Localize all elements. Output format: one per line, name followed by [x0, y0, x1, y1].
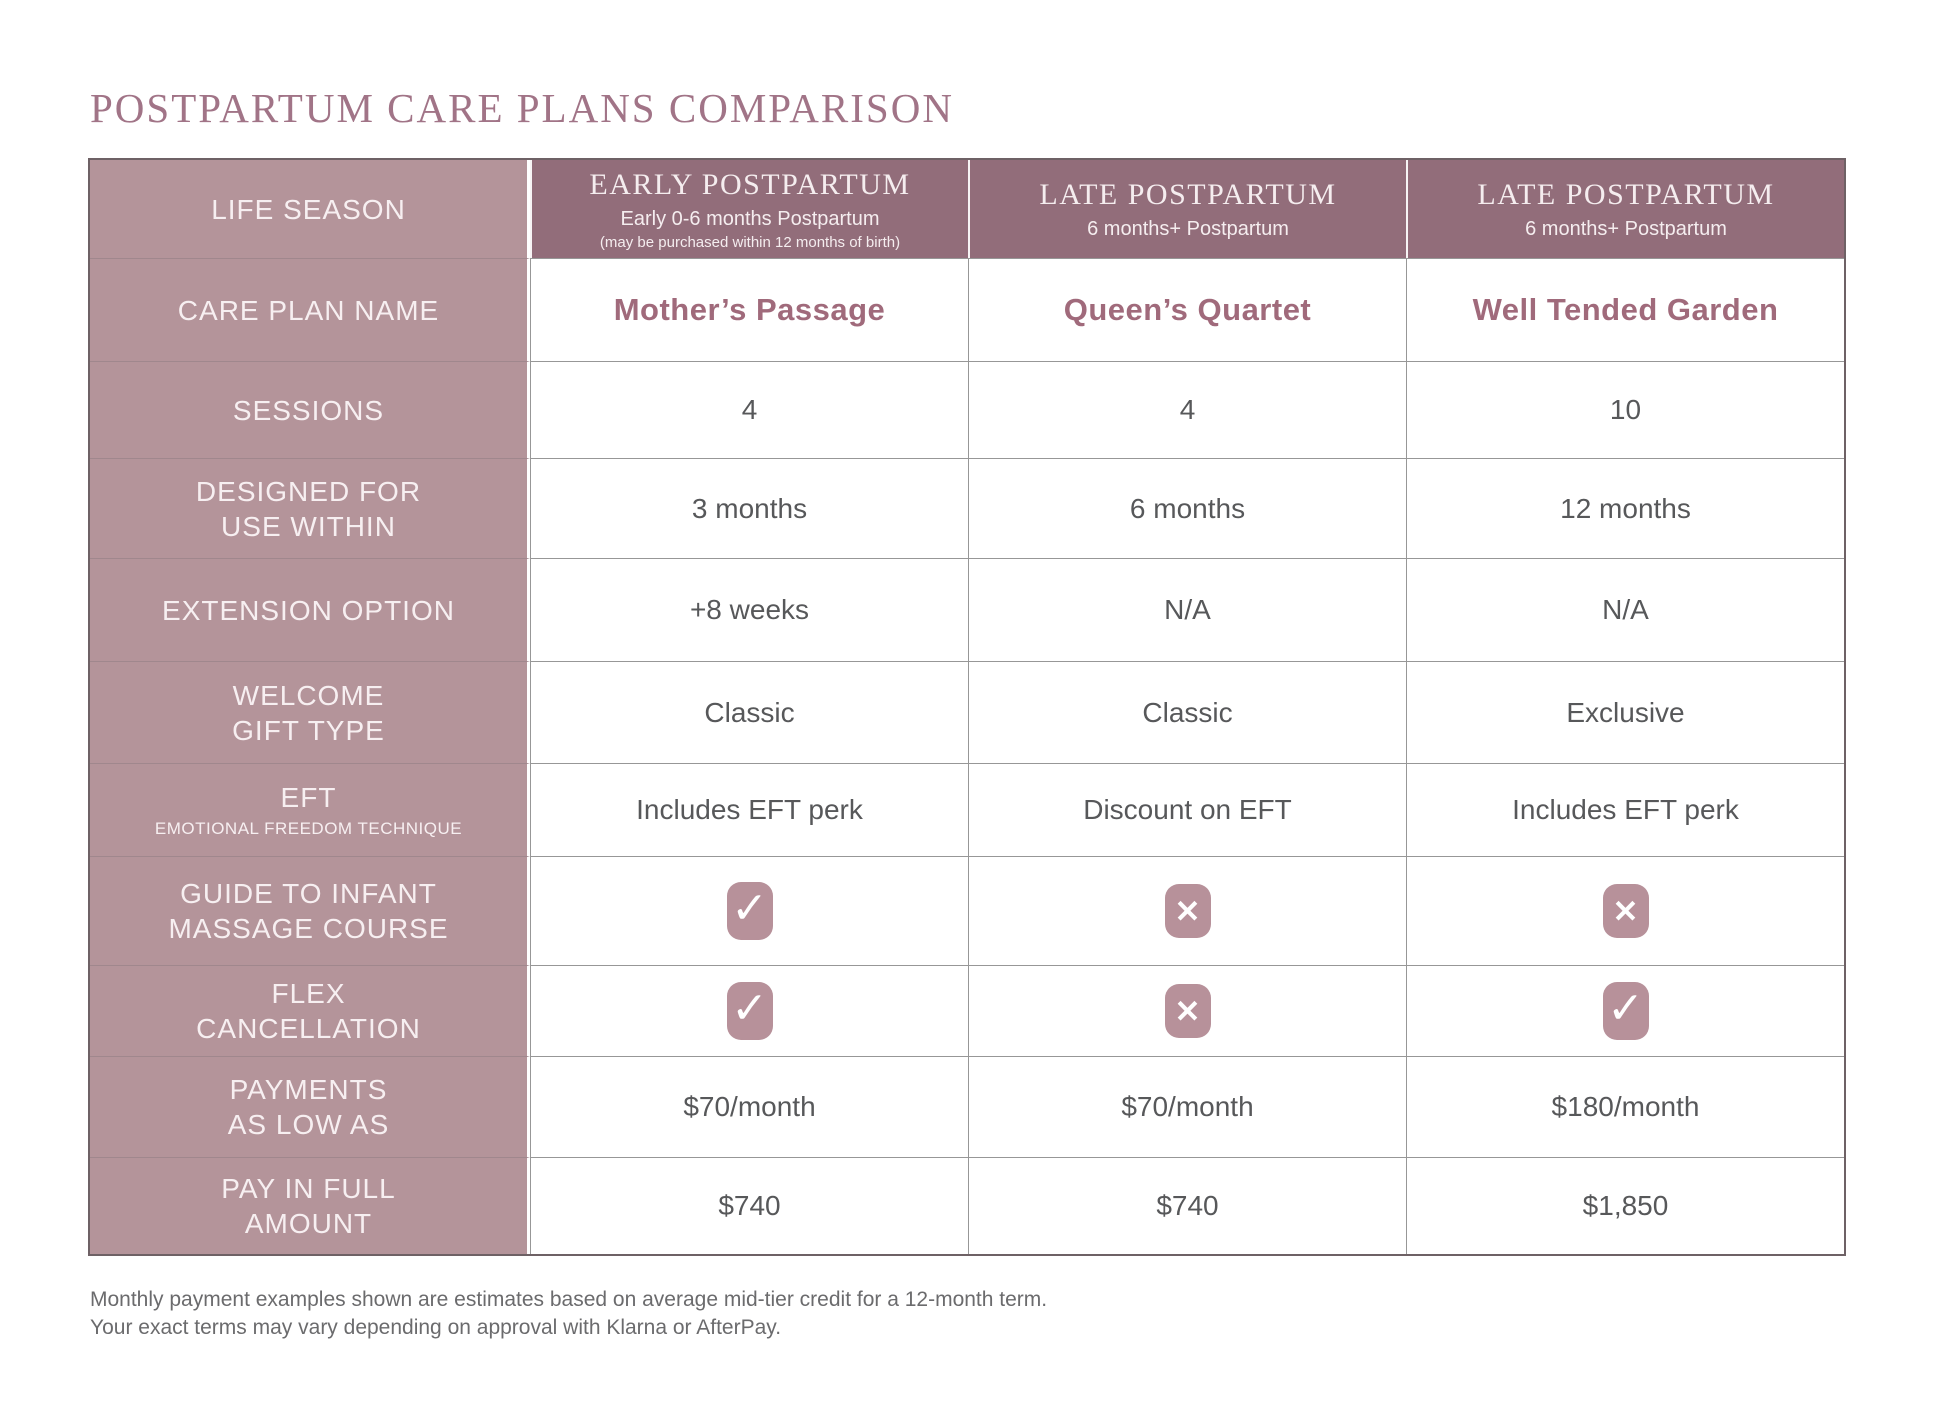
plan-2-pay-in-full: $740	[968, 1157, 1406, 1254]
plan-3-name: Well Tended Garden	[1406, 258, 1844, 361]
plan-2-extension: N/A	[968, 558, 1406, 661]
check-icon: ✓	[1602, 982, 1649, 1040]
eft-sublabel: EMOTIONAL FREEDOM TECHNIQUE	[154, 819, 463, 839]
plan-1-name: Mother’s Passage	[530, 258, 968, 361]
row-label-life-season: LIFE SEASON	[90, 160, 530, 258]
cross-icon: ✕	[1164, 884, 1211, 938]
plan-2-infant-massage: ✕	[968, 856, 1406, 965]
row-label-eft: EFT EMOTIONAL FREEDOM TECHNIQUE	[90, 763, 530, 856]
plan-3-pay-in-full: $1,850	[1406, 1157, 1844, 1254]
plan-1-eft: Includes EFT perk	[530, 763, 968, 856]
plan-1-pay-in-full: $740	[530, 1157, 968, 1254]
plan-1-gift: Classic	[530, 661, 968, 763]
plan-2-gift: Classic	[968, 661, 1406, 763]
plan-3-sessions: 10	[1406, 361, 1844, 458]
row-label-designed-for-use-within: DESIGNED FOR USE WITHIN	[90, 458, 530, 558]
row-label-extension-option: EXTENSION OPTION	[90, 558, 530, 661]
plan-3-season-title: LATE POSTPARTUM	[1477, 177, 1775, 211]
plan-1-monthly-payment: $70/month	[530, 1056, 968, 1157]
plan-1-season-header: EARLY POSTPARTUM Early 0-6 months Postpa…	[530, 160, 968, 258]
plan-1-extension: +8 weeks	[530, 558, 968, 661]
cross-icon: ✕	[1164, 984, 1211, 1038]
plan-1-designed-for: 3 months	[530, 458, 968, 558]
row-label-payments-as-low-as: PAYMENTS AS LOW AS	[90, 1056, 530, 1157]
plan-3-monthly-payment: $180/month	[1406, 1056, 1844, 1157]
plan-2-flex-cancellation: ✕	[968, 965, 1406, 1056]
eft-label: EFT	[280, 782, 337, 814]
plan-2-eft: Discount on EFT	[968, 763, 1406, 856]
plan-2-monthly-payment: $70/month	[968, 1056, 1406, 1157]
plan-2-designed-for: 6 months	[968, 458, 1406, 558]
footer-disclaimer: Monthly payment examples shown are estim…	[90, 1286, 1848, 1341]
row-label-infant-massage: GUIDE TO INFANT MASSAGE COURSE	[90, 856, 530, 965]
plan-2-sessions: 4	[968, 361, 1406, 458]
plan-3-season-subtitle: 6 months+ Postpartum	[1525, 217, 1727, 240]
plan-3-flex-cancellation: ✓	[1406, 965, 1844, 1056]
plan-3-infant-massage: ✕	[1406, 856, 1844, 965]
check-icon: ✓	[726, 882, 773, 940]
footer-line-2: Your exact terms may vary depending on a…	[90, 1315, 782, 1339]
plan-3-gift: Exclusive	[1406, 661, 1844, 763]
plan-1-season-note: (may be purchased within 12 months of bi…	[599, 233, 901, 251]
plan-1-season-subtitle: Early 0-6 months Postpartum	[620, 207, 880, 230]
plan-1-sessions: 4	[530, 361, 968, 458]
plan-1-flex-cancellation: ✓	[530, 965, 968, 1056]
row-label-care-plan-name: CARE PLAN NAME	[90, 258, 530, 361]
row-label-pay-in-full: PAY IN FULL AMOUNT	[90, 1157, 530, 1254]
plan-1-infant-massage: ✓	[530, 856, 968, 965]
plan-3-season-header: LATE POSTPARTUM 6 months+ Postpartum	[1406, 160, 1844, 258]
check-icon: ✓	[726, 982, 773, 1040]
plan-2-season-title: LATE POSTPARTUM	[1039, 177, 1337, 211]
row-label-welcome-gift-type: WELCOME GIFT TYPE	[90, 661, 530, 763]
plan-2-name: Queen’s Quartet	[968, 258, 1406, 361]
footer-line-1: Monthly payment examples shown are estim…	[90, 1288, 1048, 1311]
plan-3-extension: N/A	[1406, 558, 1844, 661]
page-title: POSTPARTUM CARE PLANS COMPARISON	[90, 85, 954, 131]
plan-3-designed-for: 12 months	[1406, 458, 1844, 558]
plan-3-eft: Includes EFT perk	[1406, 763, 1844, 856]
plan-2-season-header: LATE POSTPARTUM 6 months+ Postpartum	[968, 160, 1406, 258]
row-label-flex-cancellation: FLEX CANCELLATION	[90, 965, 530, 1056]
plan-1-season-title: EARLY POSTPARTUM	[589, 167, 911, 201]
page-content: POSTPARTUM CARE PLANS COMPARISON LIFE SE…	[88, 0, 1848, 1341]
row-label-sessions: SESSIONS	[90, 361, 530, 458]
comparison-table: LIFE SEASON EARLY POSTPARTUM Early 0-6 m…	[88, 158, 1846, 1256]
cross-icon: ✕	[1602, 884, 1649, 938]
plan-2-season-subtitle: 6 months+ Postpartum	[1087, 217, 1289, 240]
